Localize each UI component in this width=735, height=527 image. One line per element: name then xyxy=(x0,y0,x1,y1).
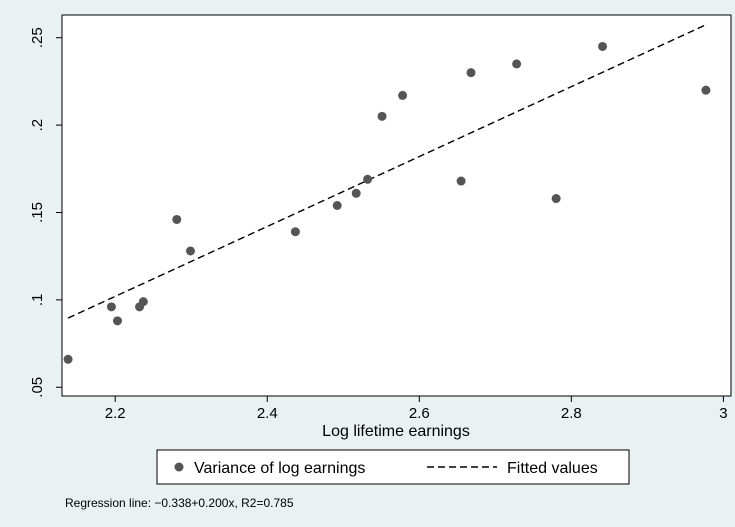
scatter-point xyxy=(701,85,711,95)
y-axis: .05 .1 .15 .2 .25 xyxy=(29,27,62,398)
x-tick-label: 3 xyxy=(719,405,727,422)
x-tick-label: 2.8 xyxy=(561,405,582,422)
scatter-point xyxy=(351,188,361,198)
scatter-point xyxy=(332,201,342,210)
x-tick-label: 2.2 xyxy=(105,405,126,422)
y-tick-label: .05 xyxy=(29,377,46,398)
y-tick-label: .25 xyxy=(29,27,46,48)
scatter-point xyxy=(363,174,373,184)
scatter-point xyxy=(377,111,387,121)
scatter-point xyxy=(456,176,466,186)
legend-label-scatter: Variance of log earnings xyxy=(194,460,365,477)
scatter-point xyxy=(172,214,182,224)
legend-marker-scatter xyxy=(174,462,184,472)
y-tick-label: .15 xyxy=(29,202,46,223)
scatter-point xyxy=(112,316,122,326)
y-tick-label: .1 xyxy=(29,294,46,307)
x-tick-label: 2.4 xyxy=(257,405,278,422)
scatter-point xyxy=(185,246,195,256)
scatter-point xyxy=(598,41,608,51)
plot-area xyxy=(61,14,732,397)
scatter-point xyxy=(63,354,73,364)
scatter-points-layer xyxy=(63,41,711,364)
scatter-point xyxy=(398,90,408,100)
legend-label-fitted: Fitted values xyxy=(507,460,598,477)
x-axis-title: Log lifetime earnings xyxy=(322,423,470,440)
regression-note: Regression line: −0.338+0.200x, R2=0.785 xyxy=(65,496,294,510)
scatter-point xyxy=(551,194,561,204)
scatter-point xyxy=(290,227,300,237)
legend xyxy=(156,449,630,485)
scatter-point xyxy=(466,68,476,78)
scatter-point xyxy=(106,302,116,312)
fitted-line-layer xyxy=(67,24,707,319)
scatter-point xyxy=(138,297,148,307)
x-tick-label: 2.6 xyxy=(409,405,430,422)
x-axis: 2.2 2.4 2.6 2.8 3 xyxy=(105,396,728,422)
scatter-point xyxy=(512,59,522,69)
y-tick-label: .2 xyxy=(29,119,46,132)
fitted-line xyxy=(67,24,707,319)
